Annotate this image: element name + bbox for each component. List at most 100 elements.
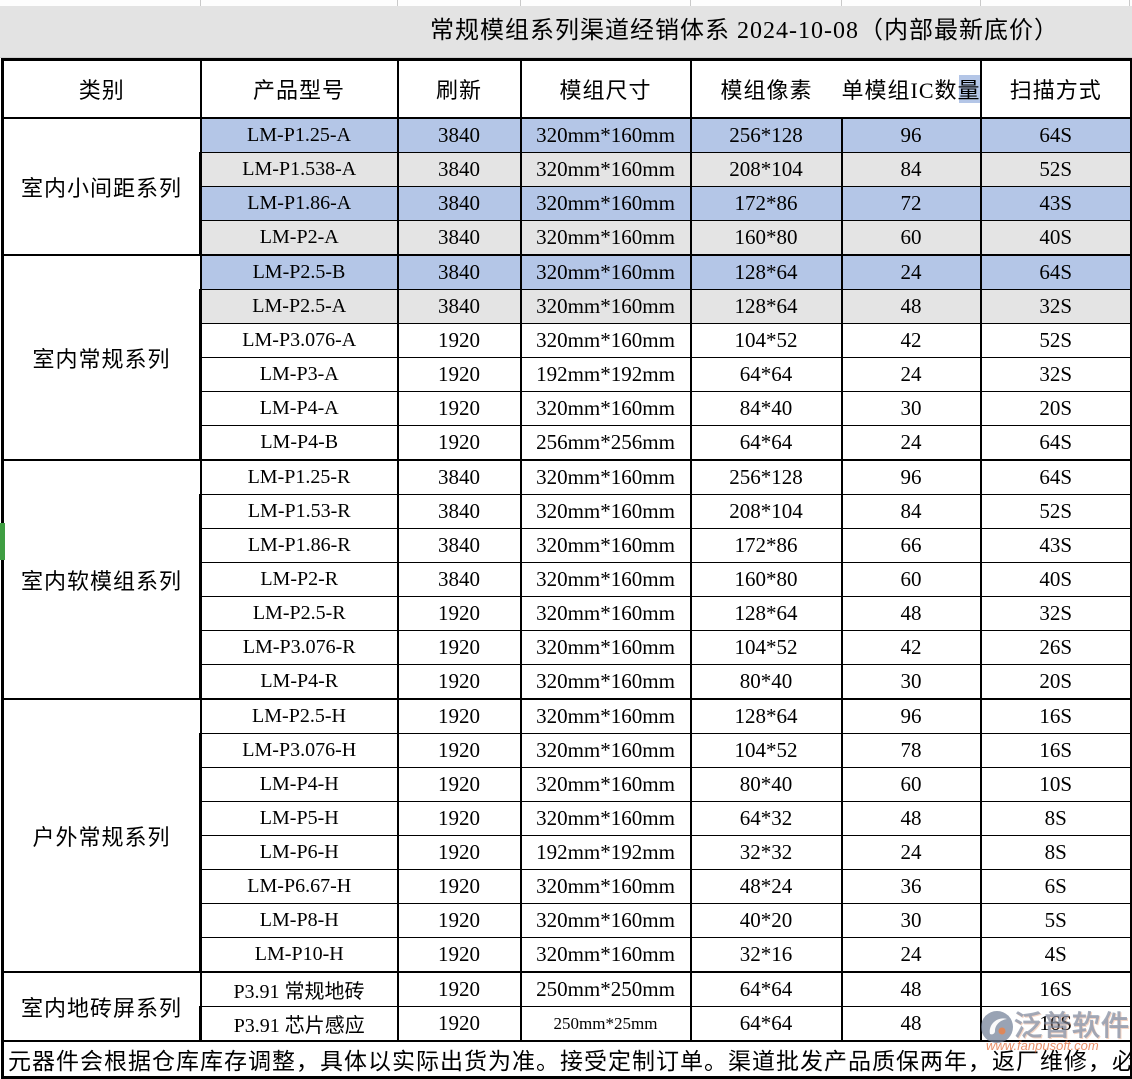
cell-size: 320mm*160mm [519,596,692,631]
cell-product: LM-P3-A [199,357,399,392]
cell-product: LM-P4-R [199,664,399,700]
column-ghost-line [397,0,398,6]
cell-refresh: 1920 [396,767,522,802]
cell-ic: 30 [840,391,982,426]
cell-refresh: 1920 [396,835,522,870]
cell-scan: 32S [979,596,1132,631]
cell-product: LM-P2-A [199,220,399,256]
table-row: LM-P1.86-A 3840 320mm*160mm 172*86 72 43S [3,186,1132,221]
cell-pixels: 128*64 [689,289,843,324]
cell-ic: 30 [840,903,982,938]
cell-product: LM-P2.5-A [199,289,399,324]
cell-refresh: 1920 [396,1006,522,1042]
title-bar: 常规模组系列渠道经销体系 2024-10-08（内部最新底价） [0,6,1132,58]
cell-ic: 84 [840,494,982,529]
cell-ic: 30 [840,664,982,700]
cell-refresh: 1920 [396,903,522,938]
cell-product: LM-P1.25-A [199,117,399,153]
cell-ic: 24 [840,425,982,461]
cell-ic: 24 [840,937,982,973]
cell-refresh: 1920 [396,425,522,461]
green-row-marker [0,523,5,560]
cell-pixels: 32*16 [689,937,843,973]
cell-size: 250mm*25mm [519,1006,692,1042]
cell-product: LM-P3.076-H [199,733,399,768]
table-row: LM-P8-H 1920 320mm*160mm 40*20 30 5S [3,903,1132,938]
price-table: 类别 产品型号 刷新 模组尺寸 模组像素 单模组IC数量 扫描方式 室内小间距系… [1,58,1132,1079]
cell-scan: 5S [979,903,1132,938]
cell-ic: 66 [840,528,982,563]
header-category: 类别 [1,58,202,119]
cell-refresh: 3840 [396,186,522,221]
cell-size: 320mm*160mm [519,152,692,187]
cell-refresh: 1920 [396,664,522,700]
cell-size: 256mm*256mm [519,425,692,461]
cell-size: 320mm*160mm [519,186,692,221]
cell-product: LM-P1.25-R [199,459,399,495]
cell-pixels: 64*64 [689,425,843,461]
cell-scan: 20S [979,391,1132,426]
cell-scan: 16S [979,971,1132,1007]
table-row: LM-P3.076-A 1920 320mm*160mm 104*52 42 52S [3,323,1132,358]
cell-size: 320mm*160mm [519,698,692,734]
cell-product: LM-P3.076-A [199,323,399,358]
cell-scan: 32S [979,357,1132,392]
cell-pixels: 128*64 [689,596,843,631]
cell-size: 320mm*160mm [519,562,692,597]
cell-pixels: 80*40 [689,664,843,700]
cell-refresh: 1920 [396,937,522,973]
table-row: LM-P2.5-A 3840 320mm*160mm 128*64 48 32S [3,289,1132,324]
cell-ic: 72 [840,186,982,221]
cell-pixels: 64*64 [689,357,843,392]
cell-scan: 16S [979,1006,1132,1042]
cell-scan: 10S [979,767,1132,802]
table-row: 户外常规系列 LM-P2.5-H 1920 320mm*160mm 128*64 96 16… [1,698,1132,973]
cell-pixels: 160*80 [689,562,843,597]
header-module-size: 模组尺寸 [519,58,692,119]
cell-ic: 48 [840,289,982,324]
cell-product: LM-P2.5-R [199,596,399,631]
cell-size: 192mm*192mm [519,835,692,870]
cell-pixels: 104*52 [689,630,843,665]
cell-scan: 52S [979,152,1132,187]
cell-product: LM-P10-H [199,937,399,973]
cell-size: 320mm*160mm [519,254,692,290]
cell-refresh: 3840 [396,117,522,153]
cell-scan: 52S [979,323,1132,358]
cell-ic: 96 [840,117,982,153]
cell-pixels: 64*64 [689,1006,843,1042]
header-ic-count: 单模组IC数量 [841,58,982,119]
footer-note: 元器件会根据仓库库存调整，具体以实际出货为准。接受定制订单。渠道批发产品质保两年… [1,1040,1132,1079]
cell-product: P3.91 芯片感应 [199,1006,399,1042]
sheet-title: 常规模组系列渠道经销体系 2024-10-08（内部最新底价） [430,18,1059,44]
cell-ic: 60 [840,767,982,802]
column-ghost-line [520,0,521,6]
table-row: LM-P1.86-R 3840 320mm*160mm 172*86 66 43S [3,528,1132,563]
cell-refresh: 1920 [396,391,522,426]
cell-ic: 48 [840,1006,982,1042]
cell-product: LM-P3.076-R [199,630,399,665]
cell-size: 320mm*160mm [519,733,692,768]
cell-refresh: 1920 [396,357,522,392]
table-row: LM-P3.076-R 1920 320mm*160mm 104*52 42 26S [3,630,1132,665]
cell-pixels: 64*32 [689,801,843,836]
header-refresh: 刷新 [396,58,522,119]
table-row: LM-P1.538-A 3840 320mm*160mm 208*104 84 52S [3,152,1132,187]
cell-size: 320mm*160mm [519,767,692,802]
table-row: LM-P2.5-R 1920 320mm*160mm 128*64 48 32S [3,596,1132,631]
cell-scan: 64S [979,425,1132,461]
cell-size: 320mm*160mm [519,289,692,324]
cell-pixels: 64*64 [689,971,843,1007]
cell-refresh: 1920 [396,630,522,665]
cell-pixels: 160*80 [689,220,843,256]
cell-ic: 42 [840,323,982,358]
cell-product: LM-P6.67-H [199,869,399,904]
cell-refresh: 3840 [396,289,522,324]
table-row: LM-P4-R 1920 320mm*160mm 80*40 30 20S [3,664,1132,700]
cell-scan: 43S [979,528,1132,563]
cell-product: LM-P1.538-A [199,152,399,187]
table-row: 室内地砖屏系列 P3.91 常规地砖 1920 250mm*250mm 64*64 48 1… [1,971,1132,1042]
cell-category: 室内软模组系列 [1,459,202,700]
cell-product: LM-P5-H [199,801,399,836]
cell-size: 320mm*160mm [519,664,692,700]
